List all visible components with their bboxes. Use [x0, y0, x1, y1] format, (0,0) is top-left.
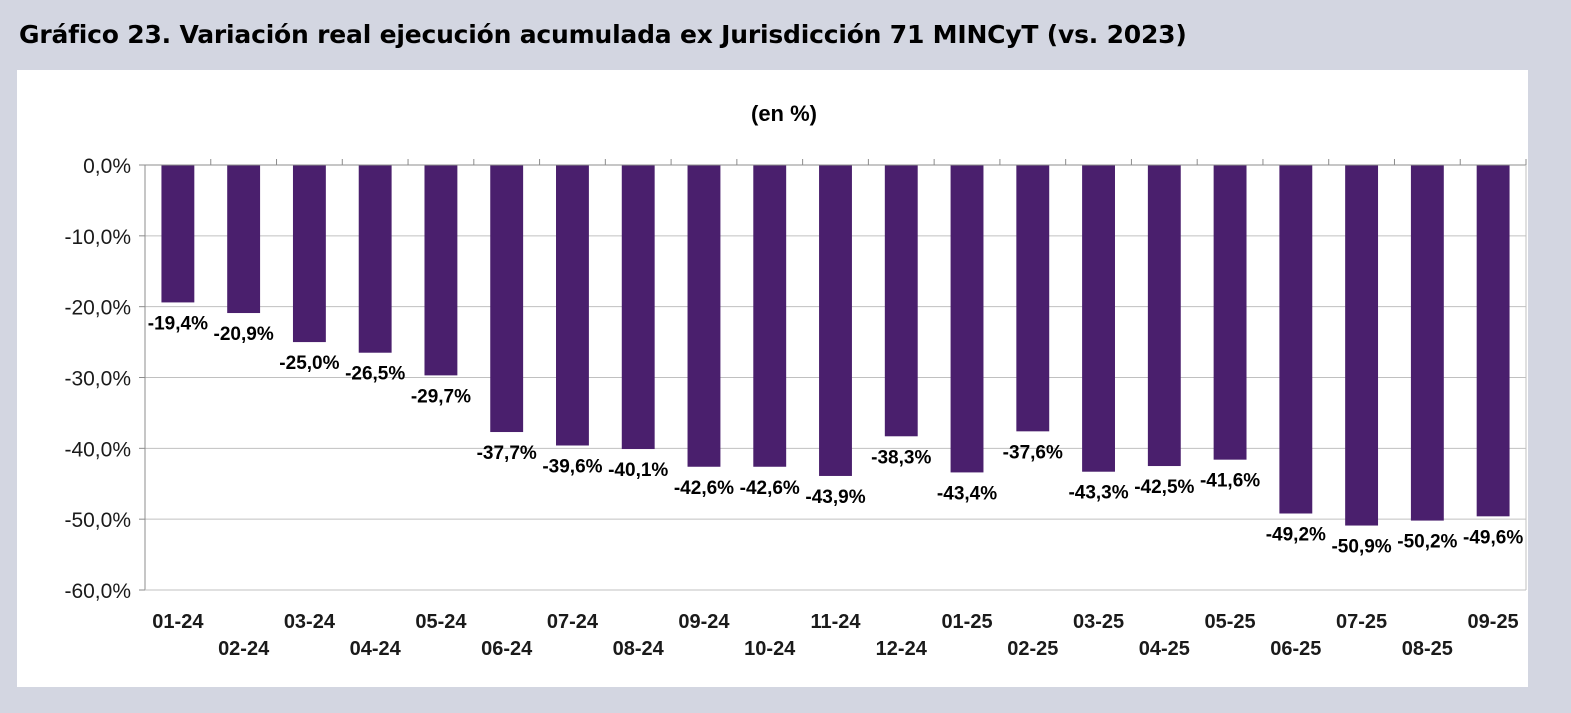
y-tick-label: -30,0%: [64, 368, 131, 391]
bar: [424, 165, 458, 376]
bar: [950, 165, 984, 473]
bar: [753, 165, 787, 467]
data-labels: -19,4% -20,9%-25,0% -26,5% -29,7% -37,7%-39,…: [148, 313, 1524, 557]
bar: [687, 165, 721, 467]
bar: [490, 165, 524, 433]
data-label: -39,6%: [542, 457, 602, 478]
x-tick-label: 06-25: [1270, 638, 1321, 660]
data-label: -37,6%: [1003, 442, 1063, 463]
bar: [621, 165, 655, 450]
data-label: -38,3%: [871, 447, 931, 468]
bar-chart: (en %) 0,0% -10,0% -20,0% -30,0% -40,0% -50,0…: [64, 101, 1527, 660]
y-tick-label: -60,0%: [64, 580, 131, 603]
data-label: -42,6%: [674, 478, 734, 499]
bar: [884, 165, 918, 437]
data-label: -50,2%: [1397, 532, 1457, 553]
x-tick-label: 05-25: [1204, 611, 1255, 633]
data-label: -29,7%: [411, 386, 471, 407]
bar: [1410, 165, 1444, 521]
chart-subtitle: (en %): [751, 101, 817, 126]
bar: [819, 165, 852, 476]
y-tick-label: -40,0%: [64, 438, 131, 461]
x-tick-label: 09-24: [678, 611, 730, 633]
data-label: -43,3%: [1068, 483, 1128, 504]
x-tick-label: 05-24: [415, 611, 467, 633]
x-tick-label: 06-24: [481, 638, 533, 660]
axes: [139, 159, 1527, 591]
data-label: -43,4%: [937, 483, 997, 504]
bar: [1213, 165, 1247, 460]
bar: [1476, 165, 1510, 517]
x-tick-label: 10-24: [744, 638, 796, 660]
figure-title: Gráfico 23. Variación real ejecución acu…: [19, 20, 1187, 49]
bar: [1016, 165, 1050, 432]
bars: [161, 165, 1510, 526]
bar: [556, 165, 589, 446]
x-tick-label: 01-25: [941, 611, 992, 633]
bar: [161, 165, 195, 303]
data-label: -49,6%: [1463, 527, 1523, 548]
y-axis-tick-labels: 0,0% -10,0% -20,0% -30,0% -40,0% -50,0% -60,0%: [64, 155, 131, 603]
x-tick-label: 02-25: [1007, 638, 1058, 660]
y-tick-label: 0,0%: [83, 155, 131, 178]
x-tick-label: 11-24: [810, 611, 861, 633]
data-label: -25,0%: [279, 353, 339, 374]
x-tick-label: 08-24: [613, 638, 665, 660]
data-label: -41,6%: [1200, 471, 1260, 492]
bar: [358, 165, 392, 353]
y-tick-label: -50,0%: [64, 509, 131, 532]
data-label: -26,5%: [345, 364, 405, 385]
x-tick-label: 04-24: [350, 638, 402, 660]
x-tick-label: 04-25: [1139, 638, 1190, 660]
x-tick-label: 07-25: [1336, 611, 1387, 633]
data-label: -19,4%: [148, 313, 208, 334]
data-label: -42,5%: [1134, 477, 1194, 498]
data-label: -43,9%: [805, 487, 865, 508]
chart-panel: (en %) 0,0% -10,0% -20,0% -30,0% -40,0% -50,0…: [17, 70, 1528, 687]
x-tick-label: 08-25: [1402, 638, 1453, 660]
x-tick-label: 02-24: [218, 638, 270, 660]
bar: [1147, 165, 1181, 467]
bar: [1345, 165, 1379, 526]
x-tick-label: 12-24: [876, 638, 928, 660]
data-label: -40,1%: [608, 460, 668, 481]
x-tick-label: 03-24: [284, 611, 336, 633]
bar: [1082, 165, 1115, 472]
bar: [292, 165, 326, 343]
x-tick-label: 07-24: [547, 611, 599, 633]
x-tick-label: 09-25: [1468, 611, 1519, 633]
data-label: -42,6%: [740, 478, 800, 499]
data-label: -49,2%: [1266, 525, 1326, 546]
data-label: -20,9%: [214, 324, 274, 345]
y-tick-label: -20,0%: [64, 297, 131, 320]
bar: [227, 165, 261, 314]
y-tick-label: -10,0%: [64, 226, 131, 249]
data-label: -37,7%: [477, 443, 537, 464]
x-tick-label: 01-24: [152, 611, 204, 633]
x-axis-tick-labels: 01-24 02-24 03-24 04-24 05-24 06-24 07-24 08-24…: [152, 611, 1518, 660]
bar: [1279, 165, 1313, 514]
data-label: -50,9%: [1331, 537, 1391, 558]
x-tick-label: 03-25: [1073, 611, 1124, 633]
